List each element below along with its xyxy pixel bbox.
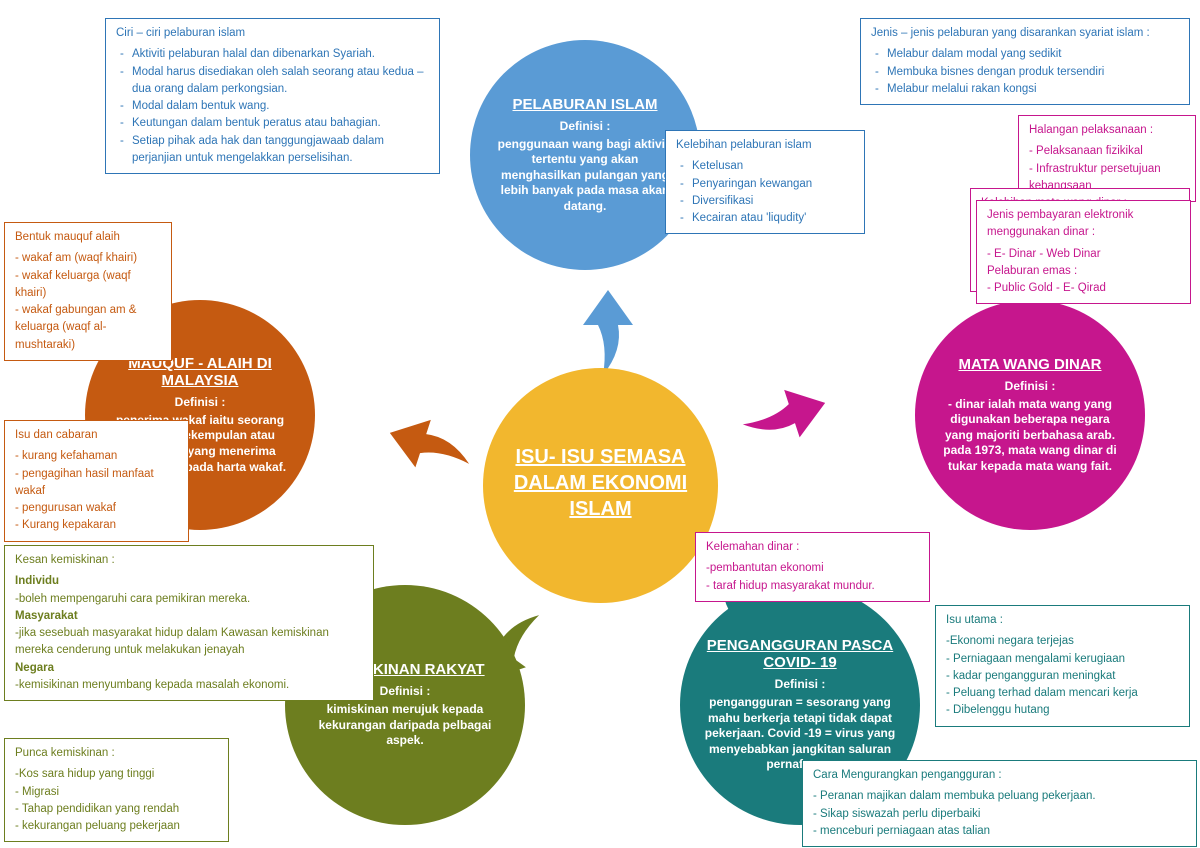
- node-def-label: Definisi :: [380, 684, 431, 698]
- note-item: Melabur melalui rakan kongsi: [875, 81, 1179, 98]
- note-item: - Public Gold - E- Qirad: [987, 280, 1180, 297]
- note-title: Isu dan cabaran: [15, 427, 178, 444]
- note-item: - wakaf gabungan am & keluarga (waqf al-…: [15, 302, 161, 354]
- node-title: MATA WANG DINAR: [958, 356, 1101, 373]
- note-item: Modal harus disediakan oleh salah seoran…: [120, 64, 429, 99]
- note-title: Ciri – ciri pelaburan islam: [116, 25, 429, 42]
- note-title: Cara Mengurangkan pengangguran :: [813, 767, 1186, 784]
- note-item: -Ekonomi negara terjejas: [946, 633, 1179, 650]
- note-item: - menceburi perniagaan atas talian: [813, 823, 1186, 840]
- node-def-label: Definisi :: [1005, 379, 1056, 393]
- note-title: Isu utama :: [946, 612, 1179, 629]
- node-def-label: Definisi :: [560, 119, 611, 133]
- note-item: - pengagihan hasil manfaat wakaf: [15, 466, 178, 501]
- note-item: - E- Dinar - Web Dinar: [987, 246, 1180, 263]
- center-node: ISU- ISU SEMASA DALAM EKONOMI ISLAM: [483, 368, 718, 603]
- note-item: - wakaf am (waqf khairi): [15, 250, 161, 267]
- note-jenis-bayar: Jenis pembayaran elektronik menggunakan …: [976, 200, 1191, 304]
- note-item: Kecairan atau 'liqudity': [680, 210, 854, 227]
- note-bentuk: Bentuk mauquf alaih - wakaf am (waqf khai…: [4, 222, 172, 361]
- node-body: - dinar ialah mata wang yang digunakan b…: [935, 397, 1125, 475]
- note-item: Ketelusan: [680, 158, 854, 175]
- note-item: - Perniagaan mengalami kerugiaan: [946, 651, 1179, 668]
- note-kesan: Kesan kemiskinan : Individu-boleh mempeng…: [4, 545, 374, 701]
- arrow: [379, 400, 491, 496]
- note-jenis: Jenis – jenis pelaburan yang disarankan …: [860, 18, 1190, 105]
- note-group: Negara-kemisikinan menyumbang kepada mas…: [15, 660, 363, 695]
- note-item: Pelaburan emas :: [987, 263, 1180, 280]
- node-title: PENGANGGURAN PASCA COVID- 19: [700, 637, 900, 671]
- center-title: ISU- ISU SEMASA DALAM EKONOMI ISLAM: [503, 444, 698, 522]
- note-title: Kelebihan pelaburan islam: [676, 137, 854, 154]
- note-title: Punca kemiskinan :: [15, 745, 218, 762]
- note-punca: Punca kemiskinan : -Kos sara hidup yang t…: [4, 738, 229, 842]
- node-title: PELABURAN ISLAM: [513, 96, 658, 113]
- note-item: - kadar pengangguran meningkat: [946, 668, 1179, 685]
- note-item: -Kos sara hidup yang tinggi: [15, 766, 218, 783]
- note-item: - wakaf keluarga (waqf khairi): [15, 268, 161, 303]
- note-title: Kelemahan dinar :: [706, 539, 919, 556]
- node-def-label: Definisi :: [775, 677, 826, 691]
- note-list: Aktiviti pelaburan halal dan dibenarkan …: [116, 46, 429, 167]
- note-item: Aktiviti pelaburan halal dan dibenarkan …: [120, 46, 429, 63]
- note-cara: Cara Mengurangkan pengangguran : - Perana…: [802, 760, 1197, 847]
- note-item: Melabur dalam modal yang sedikit: [875, 46, 1179, 63]
- note-isu-cabaran: Isu dan cabaran - kurang kefahaman- penga…: [4, 420, 189, 542]
- note-kelebihan-pelaburan: Kelebihan pelaburan islam KetelusanPenyar…: [665, 130, 865, 234]
- note-title: Jenis – jenis pelaburan yang disarankan …: [871, 25, 1179, 42]
- note-item: - pengurusan wakaf: [15, 500, 178, 517]
- note-ciri: Ciri – ciri pelaburan islam Aktiviti pela…: [105, 18, 440, 174]
- note-item: - Tahap pendidikan yang rendah: [15, 801, 218, 818]
- arrow: [724, 370, 836, 466]
- note-item: Setiap pihak ada hak dan tanggungjawaab …: [120, 133, 429, 168]
- note-item: Diversifikasi: [680, 193, 854, 210]
- note-item: - Peranan majikan dalam membuka peluang …: [813, 788, 1186, 805]
- note-item: Penyaringan kewangan: [680, 176, 854, 193]
- note-item: - Peluang terhad dalam mencari kerja: [946, 685, 1179, 702]
- note-title: Kesan kemiskinan :: [15, 552, 363, 569]
- note-title: Bentuk mauquf alaih: [15, 229, 161, 246]
- note-item: - Dibelenggu hutang: [946, 702, 1179, 719]
- note-item: - Kurang kepakaran: [15, 517, 178, 534]
- note-item: Modal dalam bentuk wang.: [120, 98, 429, 115]
- note-list: Melabur dalam modal yang sedikitMembuka …: [871, 46, 1179, 98]
- note-item: - taraf hidup masyarakat mundur.: [706, 578, 919, 595]
- note-item: -pembantutan ekonomi: [706, 560, 919, 577]
- node-body: penggunaan wang bagi aktiviti tertentu y…: [490, 137, 680, 215]
- node-dinar: MATA WANG DINAR Definisi : - dinar ialah…: [915, 300, 1145, 530]
- note-item: Keutungan dalam bentuk peratus atau baha…: [120, 115, 429, 132]
- note-item: - kurang kefahaman: [15, 448, 178, 465]
- note-title: Halangan pelaksanaan :: [1029, 122, 1185, 139]
- node-def-label: Definisi :: [175, 395, 226, 409]
- note-isu-utama: Isu utama : -Ekonomi negara terjejas- Per…: [935, 605, 1190, 727]
- node-body: kimiskinan merujuk kepada kekurangan dar…: [305, 702, 505, 749]
- note-list: KetelusanPenyaringan kewanganDiversifika…: [676, 158, 854, 227]
- note-group: Masyarakat-jika sesebuah masyarakat hidu…: [15, 608, 363, 660]
- note-title: Jenis pembayaran elektronik menggunakan …: [987, 207, 1180, 242]
- note-group: Individu-boleh mempengaruhi cara pemikir…: [15, 573, 363, 608]
- note-item: Membuka bisnes dengan produk tersendiri: [875, 64, 1179, 81]
- note-item: - Migrasi: [15, 784, 218, 801]
- note-kelemahan-dinar: Kelemahan dinar : -pembantutan ekonomi- t…: [695, 532, 930, 602]
- note-item: - kekurangan peluang pekerjaan: [15, 818, 218, 835]
- note-item: - Sikap siswazah perlu diperbaiki: [813, 806, 1186, 823]
- note-item: - Pelaksanaan fizikikal: [1029, 143, 1185, 160]
